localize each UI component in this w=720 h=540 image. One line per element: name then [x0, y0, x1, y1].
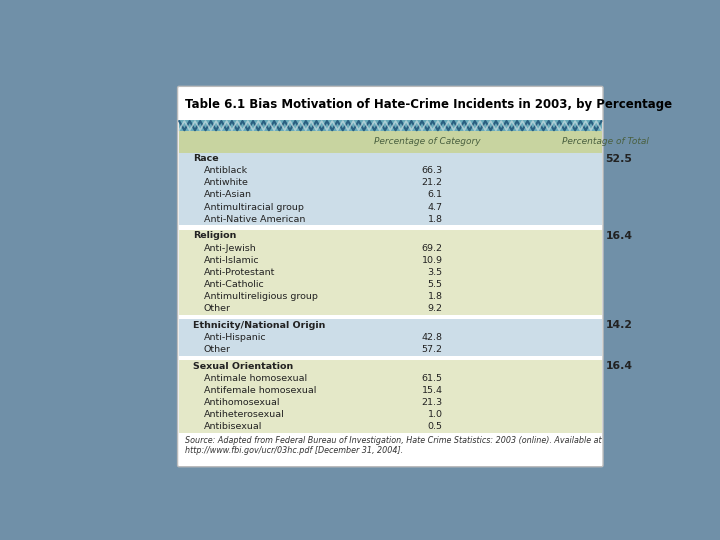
FancyBboxPatch shape [178, 86, 603, 467]
Text: Percentage of Category: Percentage of Category [374, 137, 480, 146]
Text: 10.9: 10.9 [422, 255, 443, 265]
Text: 9.2: 9.2 [428, 304, 443, 313]
Text: Antibisexual: Antibisexual [204, 422, 262, 431]
Text: Other: Other [204, 345, 231, 354]
Bar [179, 291, 601, 302]
Text: 16.4: 16.4 [606, 361, 632, 372]
Bar [179, 360, 601, 372]
Text: Anti-Catholic: Anti-Catholic [204, 280, 265, 289]
Text: 61.5: 61.5 [422, 374, 443, 383]
Bar [179, 177, 601, 189]
Text: 15.4: 15.4 [422, 386, 443, 395]
Text: Anti-Jewish: Anti-Jewish [204, 244, 256, 253]
Bar [179, 254, 601, 266]
Text: 52.5: 52.5 [606, 154, 632, 164]
Bar [179, 153, 601, 165]
Text: Antifemale homosexual: Antifemale homosexual [204, 386, 316, 395]
Text: Sexual Orientation: Sexual Orientation [193, 362, 293, 371]
Bar [179, 278, 601, 291]
Bar [179, 332, 601, 343]
Text: 1.8: 1.8 [428, 292, 443, 301]
Bar [179, 225, 601, 230]
Text: Anti-Protestant: Anti-Protestant [204, 268, 275, 276]
Text: Source: Adapted from Federal Bureau of Investigation, Hate Crime Statistics: 200: Source: Adapted from Federal Bureau of I… [185, 436, 602, 455]
Text: Religion: Religion [193, 232, 236, 240]
Text: Anti-Native American: Anti-Native American [204, 215, 305, 224]
Text: Table 6.1 Bias Motivation of Hate-Crime Incidents in 2003, by Percentage: Table 6.1 Bias Motivation of Hate-Crime … [185, 98, 672, 111]
Text: 57.2: 57.2 [422, 345, 443, 354]
Text: 0.5: 0.5 [428, 422, 443, 431]
Text: Anti-Hispanic: Anti-Hispanic [204, 333, 266, 342]
Text: 66.3: 66.3 [421, 166, 443, 176]
Text: Antihomosexual: Antihomosexual [204, 398, 280, 407]
Bar [179, 165, 601, 177]
Bar [179, 372, 601, 384]
Text: 21.2: 21.2 [422, 178, 443, 187]
Text: 3.5: 3.5 [428, 268, 443, 276]
Text: 5.5: 5.5 [428, 280, 443, 289]
Text: 1.0: 1.0 [428, 410, 443, 419]
Text: 1.8: 1.8 [428, 215, 443, 224]
Text: Antimultiracial group: Antimultiracial group [204, 202, 304, 212]
Bar [179, 213, 601, 225]
Text: 42.8: 42.8 [422, 333, 443, 342]
Text: 16.4: 16.4 [606, 231, 632, 241]
Text: Race: Race [193, 154, 219, 163]
Text: 6.1: 6.1 [428, 191, 443, 199]
Bar [179, 120, 601, 131]
Bar [179, 421, 601, 433]
Bar [179, 266, 601, 278]
Text: Antiheterosexual: Antiheterosexual [204, 410, 284, 419]
Bar [179, 409, 601, 421]
Bar [179, 319, 601, 332]
Text: Other: Other [204, 304, 231, 313]
Bar [179, 384, 601, 396]
Bar [179, 201, 601, 213]
Bar [179, 189, 601, 201]
Bar [179, 396, 601, 409]
Bar [179, 131, 601, 153]
Text: 4.7: 4.7 [428, 202, 443, 212]
Text: Percentage of Total: Percentage of Total [562, 137, 649, 146]
Bar [179, 242, 601, 254]
Bar [179, 230, 601, 242]
Bar [179, 302, 601, 315]
Text: 69.2: 69.2 [422, 244, 443, 253]
Bar [179, 355, 601, 360]
Text: Anti-Asian: Anti-Asian [204, 191, 252, 199]
Bar [179, 315, 601, 319]
Text: Antiwhite: Antiwhite [204, 178, 249, 187]
Text: 21.3: 21.3 [421, 398, 443, 407]
Text: Ethnicity/National Origin: Ethnicity/National Origin [193, 321, 325, 330]
Text: Antimale homosexual: Antimale homosexual [204, 374, 307, 383]
Text: Antimultireligious group: Antimultireligious group [204, 292, 318, 301]
Text: 14.2: 14.2 [606, 320, 632, 330]
Text: Antiblack: Antiblack [204, 166, 248, 176]
Text: Anti-Islamic: Anti-Islamic [204, 255, 259, 265]
Bar [179, 343, 601, 355]
